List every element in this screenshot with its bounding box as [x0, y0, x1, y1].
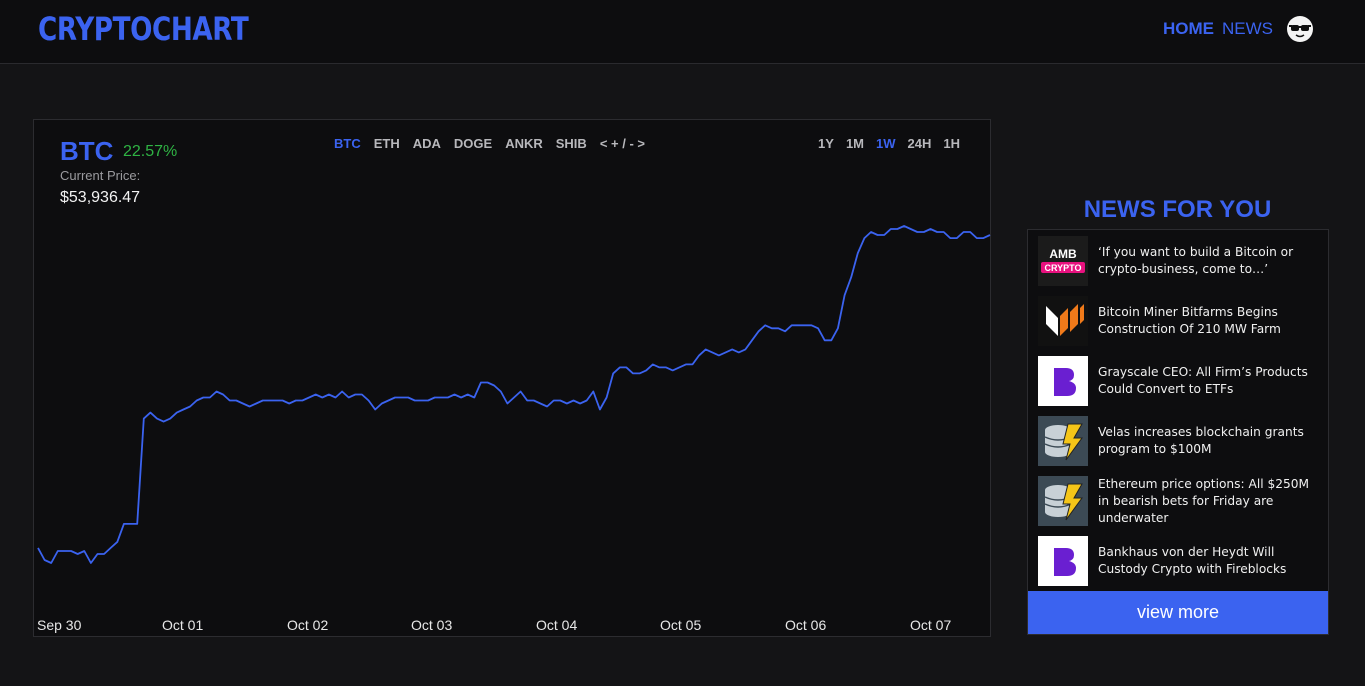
- b-logo-icon: [1038, 356, 1088, 406]
- logo[interactable]: CRYPTOCHART: [38, 10, 249, 48]
- amb-crypto-logo-icon: AMB CRYPTO: [1038, 236, 1088, 286]
- news-headline: ‘If you want to build a Bitcoin or crypt…: [1098, 245, 1294, 276]
- coin-tab[interactable]: ETH: [373, 136, 400, 151]
- news-headline: Bankhaus von der Heydt Will Custody Cryp…: [1098, 545, 1287, 576]
- nav-news-link[interactable]: NEWS: [1222, 19, 1273, 38]
- bitfarms-logo-icon: [1038, 296, 1088, 346]
- current-price-value: $53,936.47: [60, 189, 141, 206]
- timeframe-tab[interactable]: 1M: [845, 136, 865, 151]
- main-nav: HOME NEWS: [1163, 16, 1313, 42]
- top-bar: CRYPTOCHART HOME NEWS: [0, 0, 1365, 64]
- x-axis-tick-label: Oct 01: [162, 617, 203, 633]
- x-axis-tick-label: Oct 02: [287, 617, 328, 633]
- timeframe-selector: 1Y 1M 1W 24H 1H: [818, 136, 960, 151]
- coin-tab[interactable]: BTC: [334, 136, 361, 151]
- news-item[interactable]: Bankhaus von der Heydt Will Custody Cryp…: [1038, 536, 1323, 586]
- sunglasses-avatar-icon[interactable]: [1287, 16, 1313, 42]
- news-headline: Grayscale CEO: All Firm’s Products Could…: [1098, 365, 1308, 396]
- coin-tab[interactable]: ANKR: [505, 136, 543, 151]
- coin-tab[interactable]: DOGE: [453, 136, 493, 151]
- b-logo-icon: [1038, 536, 1088, 586]
- svg-text:AMB: AMB: [1049, 247, 1077, 261]
- x-axis-tick-label: Oct 03: [411, 617, 452, 633]
- coins-lightning-logo-icon: [1038, 416, 1088, 466]
- current-price-label: Current Price:: [60, 168, 141, 183]
- news-item[interactable]: Velas increases blockchain grants progra…: [1038, 416, 1323, 466]
- news-panel: AMB CRYPTO ‘If you want to build a Bitcoin…: [1027, 229, 1329, 635]
- timeframe-tab[interactable]: 1Y: [818, 136, 834, 151]
- news-item[interactable]: Ethereum price options: All $250M in bea…: [1038, 476, 1323, 526]
- price-series-line: [37, 225, 991, 564]
- timeframe-tab[interactable]: 24H: [907, 136, 932, 151]
- coins-lightning-logo-icon: [1038, 476, 1088, 526]
- news-headline: Bitcoin Miner Bitfarms Begins Constructi…: [1098, 305, 1281, 336]
- timeframe-tab[interactable]: 1H: [943, 136, 960, 151]
- x-axis-tick-label: Oct 07: [910, 617, 951, 633]
- price-line-chart: Sep 30 Oct 01 Oct 02 Oct 03 Oct 04 Oct 05 Oct …: [37, 225, 991, 633]
- coin-symbol: BTC: [60, 136, 114, 166]
- x-axis-tick-label: Oct 05: [660, 617, 701, 633]
- nav-home-link[interactable]: HOME: [1163, 19, 1214, 38]
- news-item[interactable]: Grayscale CEO: All Firm’s Products Could…: [1038, 356, 1323, 406]
- price-chart-card: BTC 22.57% Current Price: $53,936.47 BTC…: [33, 119, 991, 637]
- coin-selector: BTC ETH ADA DOGE ANKR SHIB < + / - >: [334, 136, 645, 151]
- news-item[interactable]: Bitcoin Miner Bitfarms Begins Constructi…: [1038, 296, 1323, 346]
- view-more-button[interactable]: view more: [1028, 591, 1328, 634]
- coin-tab[interactable]: < + / - >: [599, 136, 645, 151]
- x-axis-tick-label: Sep 30: [37, 617, 82, 633]
- news-item[interactable]: AMB CRYPTO ‘If you want to build a Bitcoin…: [1038, 236, 1323, 286]
- timeframe-tab[interactable]: 1W: [876, 136, 896, 151]
- coin-tab[interactable]: SHIB: [555, 136, 587, 151]
- news-section-title: NEWS FOR YOU: [1083, 196, 1272, 223]
- x-axis-tick-label: Oct 04: [536, 617, 577, 633]
- news-headline: Ethereum price options: All $250M in bea…: [1098, 476, 1310, 525]
- price-change: 22.57%: [123, 143, 178, 160]
- coin-tab[interactable]: ADA: [412, 136, 441, 151]
- svg-text:CRYPTO: CRYPTO: [1044, 263, 1081, 273]
- x-axis-tick-label: Oct 06: [785, 617, 826, 633]
- news-headline: Velas increases blockchain grants progra…: [1098, 425, 1304, 456]
